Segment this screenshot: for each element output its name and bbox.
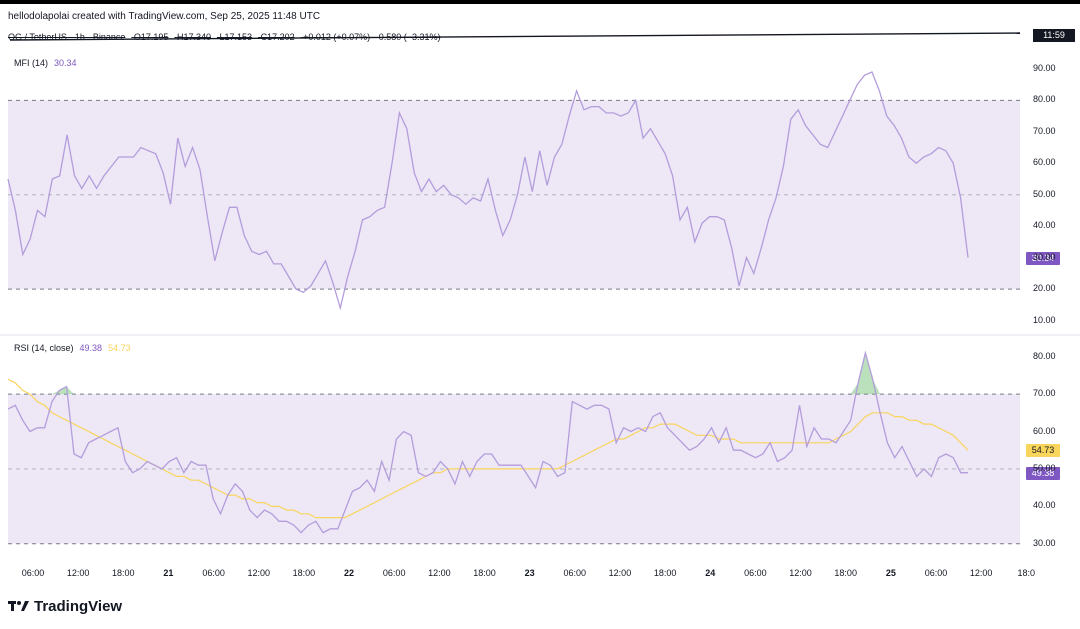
mfi-y-tick-label: 60.00 [1033,157,1056,168]
mfi-y-tick-label: 50.00 [1033,188,1056,199]
mfi-y-tick-label: 70.00 [1033,125,1056,136]
x-tick-label: 12:00 [247,568,271,578]
x-tick-label: 06:00 [563,568,587,578]
x-tick-label: 18:00 [473,568,496,578]
mfi-y-tick-label: 30.00 [1033,251,1056,262]
mfi-y-tick-label: 40.00 [1033,220,1056,231]
mfi-y-tick-label: 80.00 [1033,94,1056,105]
ohlc-low: L17.153 [219,32,253,42]
mfi-y-tick-label: 90.00 [1033,62,1056,73]
ohlc-change: +0.012 (+0.07%) [303,32,371,42]
x-tick-label: 12:00 [969,568,993,578]
rsi-overbought-fill [52,386,74,395]
rsi-legend[interactable]: RSI (14, close) 49.38 54.73 [14,343,131,353]
ohlc-high: H17.340 [176,32,211,42]
mfi-series-line [7,71,969,311]
top-bar [0,0,1080,4]
rsi-y-tick-label: 40.00 [1033,500,1056,511]
rsi-y-tick-label: 60.00 [1033,425,1056,436]
x-tick-label: 12:00 [789,568,812,578]
symbol-name[interactable]: OG / TetherUS · 1h · Binance [8,32,126,42]
rsi-ma-value-badge: 54.73 [1026,444,1060,458]
rsi-y-tick-label: 50.00 [1033,462,1056,473]
rsi-y-tick-label: 30.00 [1033,537,1056,548]
x-tick-label: 06:00 [744,568,767,578]
x-tick-label: 21 [163,568,174,578]
rsi-series-line [7,350,968,534]
x-tick-label: 23 [524,568,535,578]
rsi-value-badge: 49.38 [1026,466,1060,480]
tradingview-logo-text: TradingView [34,597,123,615]
ohlc-close: C17.202 [260,32,295,42]
tradingview-logo-icon [8,601,29,611]
x-tick-label: 18:00 [653,568,677,578]
mfi-value-badge: 30.34 [1026,251,1060,265]
x-tick-label: 18:0 [1017,568,1036,578]
legend-strike-line [9,32,1021,41]
mfi-title: MFI (14) [14,58,49,68]
x-tick-label: 06:00 [21,568,45,578]
mfi-legend[interactable]: MFI (14) 30.34 [14,58,77,68]
rsi-overbought-fill [850,353,881,395]
rsi-title: RSI (14, close) [14,343,74,353]
attribution-text: hellodolapolai created with TradingView.… [8,11,321,22]
x-tick-label: 06:00 [202,568,225,578]
x-tick-label: 12:00 [428,568,451,578]
rsi-value: 49.38 [79,343,103,353]
x-tick-label: 06:00 [382,568,406,578]
mfi-value: 30.34 [54,58,77,68]
tradingview-logo: TradingView [8,596,122,616]
rsi-ma-value: 54.73 [108,343,131,353]
x-tick-label: 12:00 [608,568,632,578]
rsi-y-tick-label: 70.00 [1033,388,1056,399]
price-time-box: 11:59 [1033,29,1075,42]
x-tick-label: 22 [344,568,355,578]
x-tick-label: 18:00 [292,568,316,578]
x-tick-label: 24 [705,568,716,578]
x-tick-label: 12:00 [66,568,90,578]
x-tick-label: 18:00 [112,568,135,578]
mfi-y-tick-label: 20.00 [1033,283,1056,294]
x-tick-label: 06:00 [924,568,948,578]
rsi-y-tick-label: 80.00 [1033,350,1056,361]
x-tick-label: 25 [885,568,896,578]
ohlc-open: O17.195 [133,32,169,42]
mfi-y-tick-label: 10.00 [1033,314,1056,325]
x-tick-label: 18:00 [834,568,857,578]
